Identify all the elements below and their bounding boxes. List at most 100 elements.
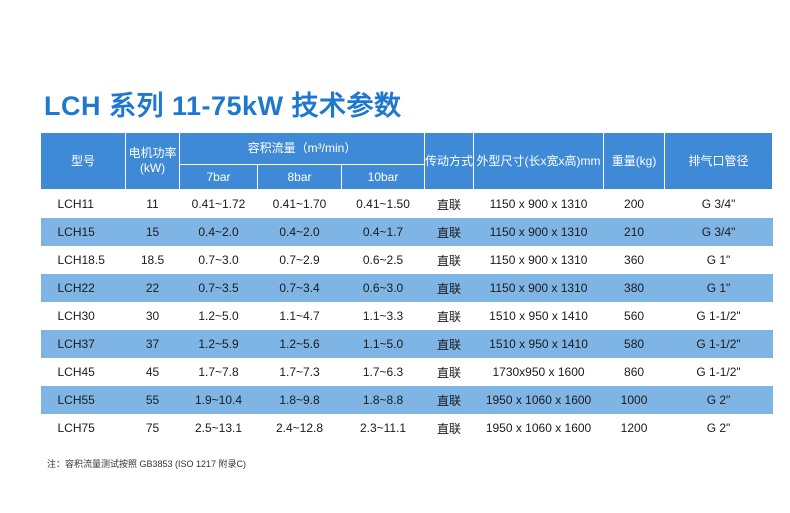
cell-drive: 直联 — [424, 274, 474, 302]
cell-model: LCH30 — [57, 309, 95, 323]
cell-flow-7bar: 0.4~2.0 — [179, 218, 258, 246]
cell-model: LCH45 — [57, 365, 95, 379]
cell-dimensions: 1150 x 900 x 1310 — [473, 218, 604, 246]
header-weight: 重量(kg) — [603, 132, 666, 190]
header-flow: 容积流量（m³/min） — [178, 132, 426, 165]
cell-flow-8bar: 1.1~4.7 — [279, 309, 320, 323]
table-body: LCH11 11 0.41~1.72 0.41~1.70 0.41~1.50 直… — [40, 190, 773, 443]
cell-drive: 直联 — [437, 197, 462, 212]
table-row: LCH30 30 1.2~5.0 1.1~4.7 1.1~3.3 直联 1510… — [41, 302, 773, 330]
cell-dimensions: 1150 x 900 x 1310 — [489, 253, 588, 267]
cell-flow-10bar: 0.6~3.0 — [341, 274, 425, 302]
cell-flow-7bar: 1.2~5.0 — [198, 309, 239, 323]
header-model: 型号 — [40, 132, 126, 190]
cell-weight: 580 — [603, 330, 665, 358]
cell-dimensions: 1950 x 1060 x 1600 — [485, 421, 592, 435]
cell-flow-7bar: 1.7~7.8 — [198, 365, 239, 379]
header-power: 电机功率(kW) — [125, 132, 180, 190]
cell-outlet: G 3/4" — [664, 218, 773, 246]
cell-drive: 直联 — [437, 365, 462, 380]
cell-model: LCH15 — [40, 218, 126, 246]
table-row: LCH45 45 1.7~7.8 1.7~7.3 1.7~6.3 直联 1730… — [41, 358, 773, 386]
cell-flow-10bar: 1.1~5.0 — [341, 330, 425, 358]
cell-flow-10bar: 0.4~1.7 — [341, 218, 425, 246]
header-7bar: 7bar — [179, 164, 258, 190]
cell-flow-8bar: 0.7~3.4 — [257, 274, 342, 302]
cell-outlet: G 3/4" — [701, 197, 736, 211]
header-dimensions: 外型尺寸(长x宽x高)mm — [473, 132, 605, 190]
cell-drive: 直联 — [437, 253, 462, 268]
table-row: LCH18.5 18.5 0.7~3.0 0.7~2.9 0.6~2.5 直联 … — [41, 246, 773, 274]
cell-flow-8bar: 1.8~9.8 — [257, 386, 342, 414]
table-row: LCH22 22 0.7~3.5 0.7~3.4 0.6~3.0 直联 1150… — [40, 274, 773, 302]
cell-weight: 360 — [624, 253, 645, 267]
cell-dimensions: 1150 x 900 x 1310 — [489, 197, 588, 211]
cell-outlet: G 1-1/2" — [664, 330, 773, 358]
cell-outlet: G 1" — [706, 253, 731, 267]
cell-weight: 860 — [624, 365, 645, 379]
cell-dimensions: 1950 x 1060 x 1600 — [473, 386, 604, 414]
cell-power: 22 — [125, 274, 180, 302]
cell-drive: 直联 — [437, 421, 462, 436]
cell-flow-10bar: 2.3~11.1 — [359, 421, 407, 435]
cell-outlet: G 2" — [664, 386, 773, 414]
cell-flow-8bar: 2.4~12.8 — [275, 421, 324, 435]
cell-flow-7bar: 1.9~10.4 — [179, 386, 258, 414]
cell-drive: 直联 — [424, 330, 474, 358]
cell-flow-8bar: 0.7~2.9 — [279, 253, 320, 267]
footnote: 注：容积流量测试按照 GB3853 (ISO 1217 附录C) — [47, 459, 247, 469]
cell-power: 18.5 — [140, 253, 165, 267]
cell-flow-10bar: 1.7~6.3 — [362, 365, 404, 379]
cell-dimensions: 1510 x 950 x 1410 — [473, 330, 604, 358]
cell-power: 37 — [125, 330, 180, 358]
cell-model: LCH37 — [40, 330, 126, 358]
cell-model: LCH75 — [57, 421, 95, 435]
cell-dimensions: 1730x950 x 1600 — [492, 365, 585, 379]
cell-model: LCH22 — [40, 274, 126, 302]
cell-dimensions: 1150 x 900 x 1310 — [473, 274, 604, 302]
table-row: LCH15 15 0.4~2.0 0.4~2.0 0.4~1.7 直联 1150… — [40, 218, 773, 246]
cell-power: 30 — [145, 309, 160, 323]
cell-power: 45 — [145, 365, 160, 379]
cell-weight: 200 — [624, 197, 645, 211]
cell-drive: 直联 — [437, 309, 462, 324]
cell-power: 15 — [125, 218, 180, 246]
cell-flow-7bar: 0.7~3.0 — [198, 253, 239, 267]
table-row: LCH37 37 1.2~5.9 1.2~5.6 1.1~5.0 直联 1510… — [40, 330, 773, 358]
table-row: LCH11 11 0.41~1.72 0.41~1.70 0.41~1.50 直… — [41, 190, 773, 219]
cell-flow-10bar: 0.6~2.5 — [362, 253, 404, 267]
cell-dimensions: 1510 x 950 x 1410 — [489, 309, 588, 323]
cell-drive: 直联 — [424, 218, 474, 246]
cell-power: 55 — [125, 386, 180, 414]
cell-flow-8bar: 1.2~5.6 — [257, 330, 342, 358]
cell-flow-7bar: 0.41~1.72 — [191, 197, 246, 211]
header-10bar: 10bar — [340, 164, 426, 190]
cell-power: 75 — [145, 421, 160, 435]
cell-model: LCH55 — [40, 386, 126, 414]
table-row: LCH75 75 2.5~13.1 2.4~12.8 2.3~11.1 直联 1… — [41, 414, 773, 442]
cell-flow-7bar: 0.7~3.5 — [179, 274, 258, 302]
header-drive: 传动方式 — [424, 132, 475, 190]
cell-flow-10bar: 0.41~1.50 — [356, 197, 410, 211]
cell-outlet: G 1-1/2" — [696, 309, 741, 323]
header-outlet: 排气口管径 — [664, 132, 774, 190]
cell-weight: 380 — [603, 274, 665, 302]
cell-weight: 1000 — [603, 386, 665, 414]
cell-outlet: G 1-1/2" — [696, 365, 741, 379]
cell-flow-8bar: 0.41~1.70 — [272, 197, 327, 211]
table-header: 型号 电机功率(kW) 容积流量（m³/min） 传动方式 外型尺寸(长x宽x高… — [40, 132, 774, 190]
cell-flow-7bar: 2.5~13.1 — [194, 421, 243, 435]
cell-flow-10bar: 1.1~3.3 — [362, 309, 404, 323]
page-title: LCH 系列 11-75kW 技术参数 — [44, 91, 402, 121]
spec-table: 型号 电机功率(kW) 容积流量（m³/min） 传动方式 外型尺寸(长x宽x高… — [40, 132, 774, 443]
cell-power: 11 — [146, 197, 159, 211]
cell-outlet: G 2" — [706, 421, 731, 435]
cell-weight: 1200 — [620, 421, 648, 435]
table-row: LCH55 55 1.9~10.4 1.8~9.8 1.8~8.8 直联 195… — [40, 386, 773, 414]
cell-flow-7bar: 1.2~5.9 — [179, 330, 258, 358]
cell-flow-8bar: 0.4~2.0 — [257, 218, 342, 246]
cell-weight: 210 — [603, 218, 665, 246]
header-8bar: 8bar — [257, 164, 342, 190]
cell-drive: 直联 — [424, 386, 474, 414]
cell-model: LCH11 — [57, 197, 94, 211]
